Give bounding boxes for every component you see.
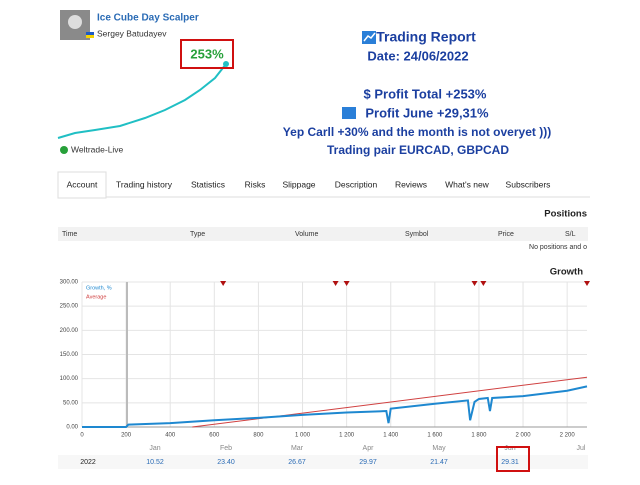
x-tick-label: 0 bbox=[80, 433, 84, 439]
sparkline-end bbox=[223, 61, 229, 67]
signal-growth: 253% bbox=[190, 46, 224, 61]
growth-title: Growth bbox=[550, 267, 583, 278]
report: Trading Report Date: 24/06/2022 $ Profit… bbox=[283, 29, 551, 157]
month-value: 26.67 bbox=[288, 459, 306, 466]
tab[interactable]: Risks bbox=[245, 179, 266, 189]
x-tick-label: 1 200 bbox=[339, 433, 355, 439]
y-tick-label: 150.00 bbox=[60, 352, 79, 358]
signal-author[interactable]: Sergey Batudayev bbox=[97, 28, 167, 38]
tab[interactable]: What's new bbox=[445, 179, 490, 189]
report-profit-total: $ Profit Total +253% bbox=[364, 86, 487, 101]
x-tick-label: 800 bbox=[253, 433, 264, 439]
positions-title: Positions bbox=[544, 209, 587, 220]
tab[interactable]: Trading history bbox=[116, 179, 173, 189]
legend-entry: Average bbox=[86, 294, 106, 300]
legend-entry: Growth, % bbox=[86, 285, 112, 291]
report-pairs: Trading pair EURCAD, GBPCAD bbox=[327, 143, 509, 157]
report-comment: Yep Carll +30% and the month is not over… bbox=[283, 125, 551, 139]
report-title: Trading Report bbox=[376, 29, 476, 45]
positions-columns: Time Type Volume Symbol Price S/L bbox=[62, 231, 576, 238]
chart-icon-line bbox=[363, 32, 376, 42]
month-label: Jul bbox=[577, 445, 586, 452]
month-value: 21.47 bbox=[430, 459, 448, 466]
tab[interactable]: Description bbox=[335, 179, 378, 189]
monthly-row-bg bbox=[58, 455, 588, 469]
x-tick-label: 600 bbox=[209, 433, 220, 439]
month-label: Jun bbox=[504, 445, 515, 452]
event-marker bbox=[220, 281, 227, 286]
tabs: Account Trading history Statistics Risks Sli… bbox=[67, 179, 551, 189]
month-label: Mar bbox=[291, 445, 304, 452]
event-marker bbox=[584, 281, 590, 286]
month-label: Jan bbox=[149, 445, 160, 452]
column-header: Symbol bbox=[405, 231, 429, 238]
x-tick-label: 1 000 bbox=[295, 433, 311, 439]
column-header: S/L bbox=[565, 231, 576, 238]
tab[interactable]: Reviews bbox=[395, 179, 427, 189]
x-tick-label: 400 bbox=[165, 433, 176, 439]
y-tick-label: 0.00 bbox=[66, 425, 78, 431]
column-header: Price bbox=[498, 231, 514, 238]
broker-check bbox=[60, 146, 68, 154]
avatar-face bbox=[68, 15, 82, 29]
y-tick-label: 100.00 bbox=[60, 376, 79, 382]
column-header: Time bbox=[62, 231, 77, 238]
report-date: Date: 24/06/2022 bbox=[367, 48, 468, 63]
x-tick-label: 2 200 bbox=[560, 433, 576, 439]
x-tick-label: 200 bbox=[121, 433, 132, 439]
signal-name[interactable]: Ice Cube Day Scalper bbox=[97, 13, 199, 24]
y-tick-label: 200.00 bbox=[60, 328, 79, 334]
column-header: Volume bbox=[295, 231, 318, 238]
positions-empty: No positions and o bbox=[529, 244, 587, 251]
year-label: 2022 bbox=[80, 459, 96, 466]
y-tick-label: 300.00 bbox=[60, 280, 79, 286]
positions-header bbox=[58, 227, 588, 241]
x-tick-label: 1 400 bbox=[383, 433, 399, 439]
flag-yellow bbox=[86, 35, 94, 38]
sparkline bbox=[57, 63, 227, 139]
month-label: Apr bbox=[363, 445, 375, 452]
growth-chart: 0.00 50.00 100.00 150.00 200.00 250.00 300.00 0… bbox=[60, 280, 590, 439]
active-tab bbox=[57, 171, 107, 199]
x-tick-label: 2 000 bbox=[516, 433, 532, 439]
highlight-box bbox=[496, 446, 530, 472]
event-marker bbox=[471, 281, 478, 286]
tab[interactable]: Statistics bbox=[191, 179, 225, 189]
report-profit-june: Profit June +29,31% bbox=[365, 105, 489, 120]
tab[interactable]: Subscribers bbox=[506, 179, 551, 189]
series-line bbox=[82, 385, 588, 428]
month-value: 29.31 bbox=[501, 459, 519, 466]
highlight-box bbox=[180, 39, 234, 69]
column-header: Type bbox=[190, 231, 205, 238]
x-tick-label: 1 800 bbox=[471, 433, 487, 439]
event-marker bbox=[343, 281, 350, 286]
month-value: 10.52 bbox=[146, 459, 164, 466]
y-tick-label: 250.00 bbox=[60, 304, 79, 310]
event-marker bbox=[480, 281, 487, 286]
y-tick-label: 50.00 bbox=[63, 400, 79, 406]
month-label: Feb bbox=[220, 445, 232, 452]
chart-icon bbox=[342, 107, 356, 119]
tab[interactable]: Account bbox=[67, 179, 98, 189]
tab[interactable]: Slippage bbox=[282, 179, 315, 189]
month-label: May bbox=[432, 445, 446, 452]
monthly-table: Jan Feb Mar Apr May Jun Jul 2022 10.52 23.40 26.67… bbox=[58, 445, 588, 469]
month-value: 23.40 bbox=[217, 459, 235, 466]
month-value: 29.97 bbox=[359, 459, 377, 466]
broker: Weltrade-Live bbox=[71, 144, 124, 154]
x-tick-label: 1 600 bbox=[427, 433, 443, 439]
event-marker bbox=[332, 281, 339, 286]
